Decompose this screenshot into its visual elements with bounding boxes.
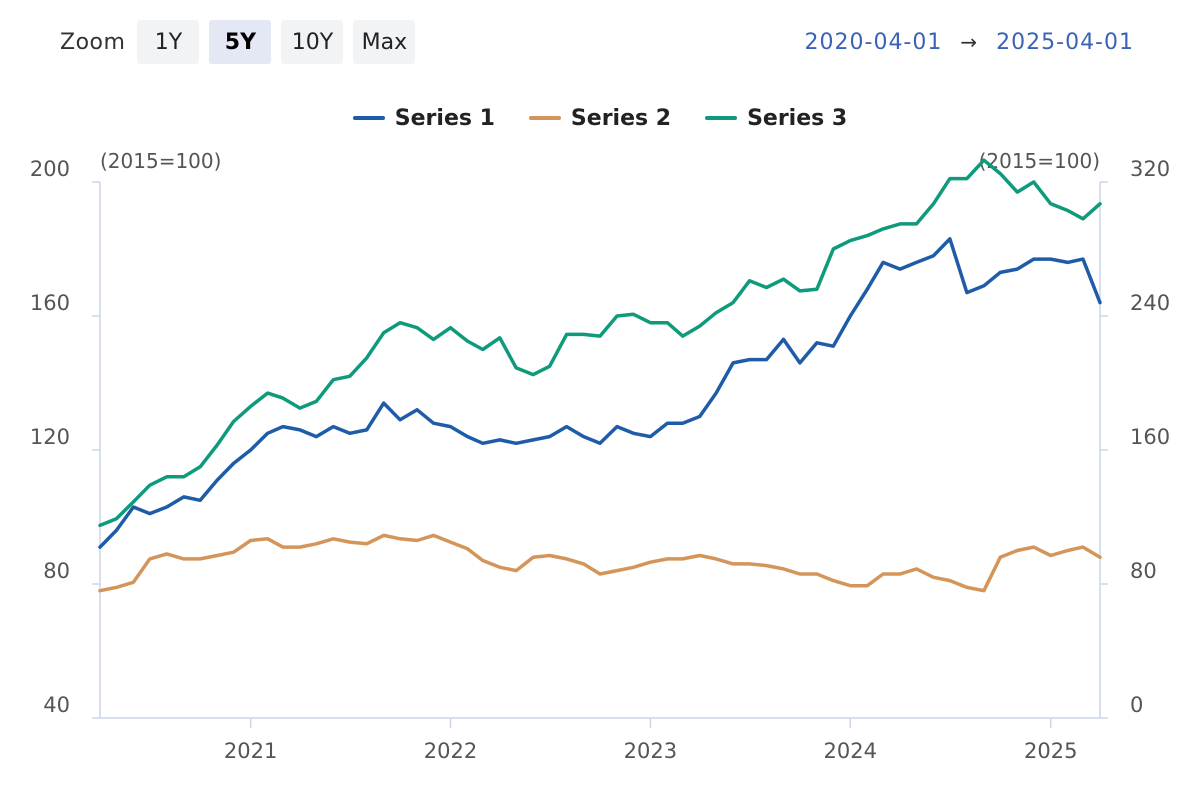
right-y-tick-label: 320 [1130,157,1170,181]
zoom-10y-button[interactable]: 10Y [281,20,344,64]
date-range-selector: 2020-04-01 → 2025-04-01 [805,24,1134,60]
x-tick-label: 2024 [824,739,877,763]
series-2-line [98,533,1102,593]
range-end-date[interactable]: 2025-04-01 [996,29,1134,55]
left-y-tick-label: 120 [30,425,70,449]
legend-item-series-1[interactable]: Series 1 [352,105,495,131]
zoom-5y-button[interactable]: 5Y [209,20,272,64]
zoom-1y-button[interactable]: 1Y [137,20,200,64]
left-axis-unit-label: (2015=100) [100,149,221,173]
x-tick-label: 2023 [624,739,677,763]
zoom-max-button[interactable]: Max [353,20,416,64]
series-1-line [98,237,1102,549]
left-y-tick-label: 40 [43,693,70,717]
range-arrow-icon: → [960,30,979,54]
left-y-tick-label: 200 [30,157,70,181]
axes-layer: 40 80 120 160 200 0 80 160 240 320 2021 2022 2023 202… [30,157,1170,763]
right-axis-unit-label: (2015=100) [979,149,1100,173]
legend-item-series-3[interactable]: Series 3 [705,106,847,131]
legend-label-series-2: Series 2 [570,105,672,131]
legend-swatch-series-2 [528,116,561,120]
left-y-tick-label: 160 [30,291,70,315]
right-y-tick-label: 160 [1130,425,1170,449]
right-y-tick-label: 0 [1130,693,1143,717]
right-y-tick-label: 240 [1130,291,1170,315]
range-start-date[interactable]: 2020-04-01 [804,29,943,55]
right-y-tick-label: 80 [1130,559,1157,583]
left-y-tick-label: 80 [43,559,70,583]
legend-label-series-1: Series 1 [394,105,495,131]
zoom-label: Zoom [60,29,126,55]
legend-swatch-series-3 [705,116,738,120]
zoom-toolbar: Zoom 1Y 5Y 10Y Max [60,20,416,64]
chart-legend: Series 1 Series 2 Series 3 [0,100,1200,136]
x-tick-label: 2025 [1024,739,1077,763]
x-tick-label: 2021 [224,739,277,763]
legend-label-series-3: Series 3 [747,105,848,131]
series-layer [98,158,1102,593]
legend-item-series-2[interactable]: Series 2 [528,105,672,131]
x-tick-label: 2022 [424,739,477,763]
series-3-line [98,158,1102,528]
legend-swatch-series-1 [352,116,385,120]
